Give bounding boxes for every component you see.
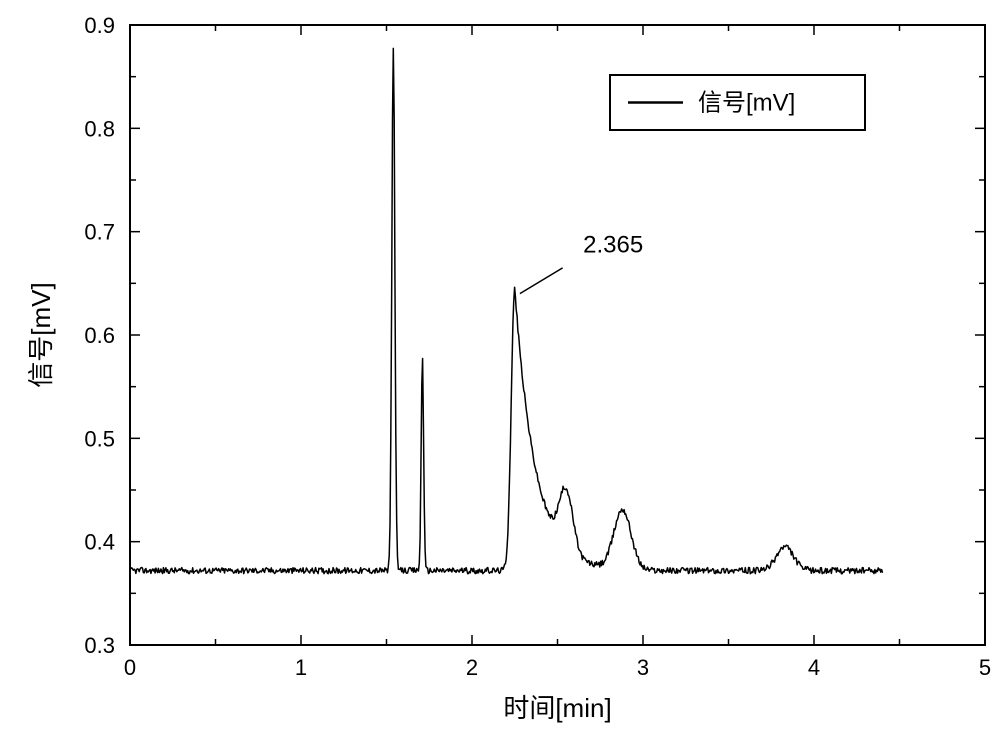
peak-annotation-label: 2.365 bbox=[583, 231, 643, 258]
y-axis-title: 信号[mV] bbox=[26, 282, 56, 387]
y-tick-label: 0.5 bbox=[84, 426, 115, 451]
x-axis-title: 时间[min] bbox=[503, 693, 611, 723]
plot-frame bbox=[130, 25, 985, 645]
y-tick-label: 0.9 bbox=[84, 13, 115, 38]
peak-annotation-line bbox=[520, 268, 563, 294]
x-tick-label: 5 bbox=[979, 655, 991, 680]
x-tick-label: 3 bbox=[637, 655, 649, 680]
signal-trace bbox=[130, 48, 882, 573]
y-tick-label: 0.7 bbox=[84, 220, 115, 245]
y-tick-label: 0.6 bbox=[84, 323, 115, 348]
legend-label: 信号[mV] bbox=[698, 90, 795, 117]
y-tick-label: 0.3 bbox=[84, 633, 115, 658]
chart-svg: 0 1 2 3 4 5 时间[min] 0.3 0.4 0.5 0.6 0.7 0.8 0.9 信号[mV]… bbox=[0, 0, 1000, 745]
x-tick-label: 1 bbox=[295, 655, 307, 680]
y-tick-label: 0.8 bbox=[84, 116, 115, 141]
chromatogram-chart: 0 1 2 3 4 5 时间[min] 0.3 0.4 0.5 0.6 0.7 0.8 0.9 信号[mV]… bbox=[0, 0, 1000, 745]
x-tick-label: 4 bbox=[808, 655, 820, 680]
x-tick-label: 0 bbox=[124, 655, 136, 680]
x-tick-label: 2 bbox=[466, 655, 478, 680]
y-tick-label: 0.4 bbox=[84, 530, 115, 555]
